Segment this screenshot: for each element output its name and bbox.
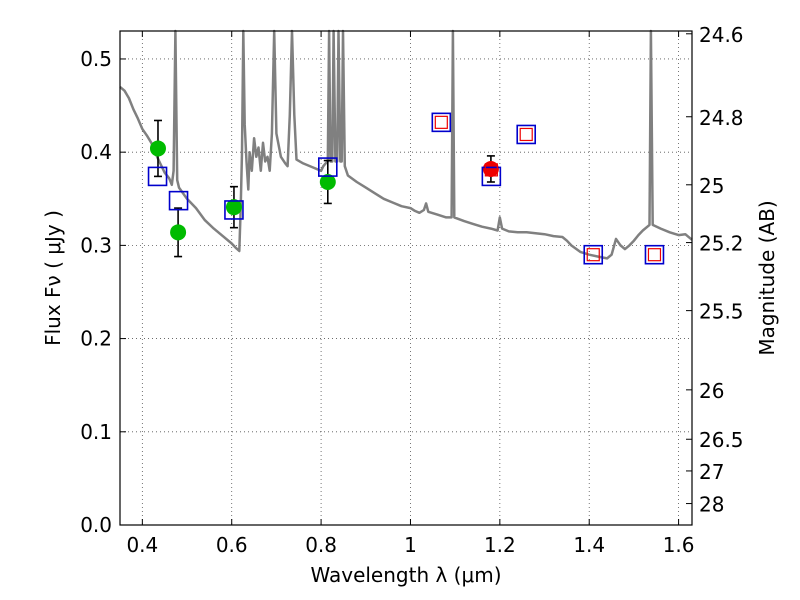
model-square [647, 248, 662, 262]
x-tick-label: 1.2 [484, 533, 516, 557]
magnitude-tick-label: 26.5 [699, 428, 744, 452]
model-square [481, 166, 502, 187]
magnitude-tick-label: 27 [699, 460, 724, 484]
y-tick-label: 0.5 [80, 47, 112, 71]
x-axis-label: Wavelength λ (μm) [310, 563, 501, 587]
x-tick-label: 1.6 [663, 533, 695, 557]
magnitude-tick-label: 25.5 [699, 300, 744, 324]
model-square [519, 127, 533, 142]
x-tick-label: 0.6 [216, 533, 248, 557]
magnitude-tick-label: 28 [699, 493, 724, 517]
axis-ticks: 0.4 0.6 0.8 1 1.2 1.4 1.6 0.0 0.1 0.2 0.3 0.4 0.5 24.… [80, 23, 743, 557]
data-point [149, 140, 166, 157]
y-tick-label: 0.2 [80, 327, 112, 351]
plot-frame [119, 30, 693, 526]
magnitude-tick-label: 24.8 [699, 106, 744, 130]
model-square [434, 115, 448, 129]
model-square [431, 112, 452, 133]
y-tick-label: 0.0 [80, 513, 112, 537]
data-point [482, 160, 499, 177]
x-tick-label: 0.8 [305, 533, 337, 557]
model-square [644, 244, 665, 265]
magnitude-tick-label: 24.6 [699, 23, 744, 47]
right-axis-label: Magnitude (AB) [755, 200, 779, 355]
magnitude-tick-label: 25.2 [699, 232, 744, 256]
model-square [484, 163, 498, 177]
data-point [170, 224, 187, 241]
data-point [225, 199, 242, 216]
y-axis-label: Flux Fν ( μJy ) [41, 210, 65, 346]
y-tick-label: 0.3 [80, 233, 112, 257]
model-square [147, 166, 168, 187]
data-point [319, 173, 336, 190]
x-tick-label: 0.4 [126, 533, 158, 557]
y-tick-label: 0.4 [80, 140, 112, 164]
grid [120, 31, 692, 526]
magnitude-tick-label: 25 [699, 174, 724, 198]
plot-area [119, 29, 693, 265]
model-square [168, 190, 189, 211]
model-square [516, 124, 537, 145]
y-tick-label: 0.1 [80, 420, 112, 444]
x-tick-label: 1 [404, 533, 417, 557]
model-square [583, 244, 604, 265]
model-square [586, 248, 600, 262]
model-square [224, 200, 244, 220]
model-square [317, 157, 338, 177]
magnitude-tick-label: 26 [699, 379, 724, 403]
x-tick-label: 1.4 [573, 533, 605, 557]
spectrum-line [119, 29, 693, 260]
